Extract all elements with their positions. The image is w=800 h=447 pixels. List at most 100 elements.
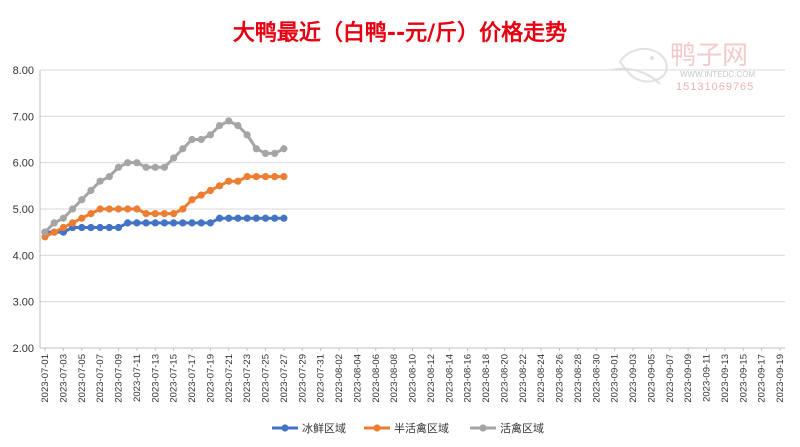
x-tick-label: 2023-07-11 — [132, 354, 143, 402]
data-point — [170, 154, 178, 162]
data-point — [170, 219, 178, 227]
x-tick-label: 2023-07-07 — [95, 354, 106, 403]
data-point — [261, 172, 270, 181]
data-point — [114, 163, 123, 171]
y-tick-label: 5.00 — [13, 204, 34, 216]
x-tick-label: 2023-07-15 — [169, 354, 180, 403]
legend-label: 半活禽区域 — [394, 421, 449, 435]
data-point — [96, 223, 104, 232]
data-point — [114, 223, 123, 232]
data-point — [133, 205, 141, 213]
data-point — [252, 172, 260, 181]
legend: 冰鲜区域 半活禽区域 活禽区域 — [272, 421, 544, 435]
data-point — [87, 223, 95, 232]
x-tick-label: 2023-07-17 — [187, 354, 198, 403]
x-tick-label: 2023-07-01 — [40, 354, 51, 403]
x-axis-labels: 2023-07-01 2023-07-03 2023-07-05 2023-07-07… — [40, 348, 786, 403]
data-point — [243, 172, 251, 181]
data-point — [114, 205, 123, 213]
watermark-site: WWW.INTEDC.COM — [680, 70, 755, 79]
data-point — [78, 196, 86, 204]
data-point — [160, 210, 169, 218]
x-tick-label: 2023-08-02 — [334, 354, 345, 403]
data-point — [142, 210, 150, 218]
data-point — [271, 172, 279, 181]
data-point — [41, 228, 49, 236]
series-0 — [41, 214, 288, 236]
watermark-phone: 15131069765 — [676, 81, 754, 93]
gridlines — [39, 69, 785, 349]
data-point — [215, 214, 224, 222]
data-point — [133, 159, 141, 167]
data-point — [142, 219, 150, 227]
x-tick-label: 2023-08-24 — [536, 354, 547, 403]
data-point — [105, 223, 113, 232]
data-point — [197, 135, 205, 144]
data-point — [280, 214, 288, 222]
x-tick-label: 2023-07-03 — [58, 354, 69, 403]
data-point — [206, 186, 214, 195]
data-point — [188, 135, 196, 144]
data-point — [78, 214, 86, 222]
x-tick-label: 2023-09-11 — [702, 354, 713, 402]
data-point — [50, 228, 58, 236]
y-tick-label: 6.00 — [13, 158, 34, 170]
data-point — [105, 172, 113, 181]
x-tick-label: 2023-09-07 — [665, 354, 676, 403]
x-tick-label: 2023-07-27 — [279, 354, 290, 403]
watermark-brand: 鸭子网 — [670, 41, 748, 71]
data-point — [243, 131, 251, 139]
legend-label: 冰鲜区域 — [302, 421, 346, 435]
x-tick-label: 2023-08-26 — [555, 354, 566, 403]
x-tick-label: 2023-08-28 — [573, 354, 584, 403]
x-tick-label: 2023-08-06 — [371, 354, 382, 403]
x-tick-label: 2023-09-15 — [738, 354, 749, 403]
data-point — [234, 122, 242, 130]
data-point — [96, 177, 104, 185]
data-point — [206, 219, 214, 227]
data-point — [261, 149, 270, 157]
x-tick-label: 2023-09-03 — [628, 354, 639, 403]
data-point — [151, 163, 159, 171]
x-tick-label: 2023-07-19 — [205, 354, 216, 403]
data-point — [261, 214, 270, 222]
y-tick-label: 8.00 — [13, 65, 34, 77]
y-axis-labels: 2.00 3.00 4.00 5.00 6.00 7.00 8.00 — [13, 65, 34, 355]
data-point — [87, 210, 95, 218]
data-point — [280, 172, 288, 181]
legend-label: 活禽区域 — [500, 421, 544, 435]
x-tick-label: 2023-09-09 — [683, 354, 694, 403]
x-tick-label: 2023-08-22 — [518, 354, 529, 403]
data-point — [78, 223, 86, 232]
duck-logo-icon — [611, 47, 668, 85]
legend-item: 半活禽区域 — [364, 421, 449, 435]
legend-marker — [373, 424, 381, 432]
data-point — [124, 159, 132, 167]
data-point — [96, 205, 104, 213]
data-point — [234, 214, 242, 222]
data-point — [179, 145, 187, 153]
data-point — [243, 214, 251, 222]
data-point — [197, 191, 205, 199]
data-point — [271, 149, 279, 157]
data-point — [252, 214, 260, 222]
x-tick-label: 2023-07-31 — [316, 354, 327, 403]
x-tick-label: 2023-09-05 — [646, 354, 657, 403]
x-tick-label: 2023-07-23 — [242, 354, 253, 403]
x-tick-label: 2023-08-16 — [463, 354, 474, 403]
data-point — [215, 182, 224, 190]
data-point — [225, 214, 233, 222]
data-point — [160, 163, 169, 171]
x-tick-label: 2023-08-30 — [591, 354, 602, 403]
x-tick-label: 2023-07-05 — [77, 354, 88, 403]
x-tick-label: 2023-08-08 — [389, 354, 400, 403]
data-point — [50, 219, 58, 227]
legend-item: 冰鲜区域 — [272, 421, 346, 435]
legend-marker — [479, 424, 487, 432]
x-tick-label: 2023-08-20 — [499, 354, 510, 403]
data-point — [124, 219, 132, 227]
x-tick-label: 2023-08-12 — [426, 354, 437, 403]
data-point — [280, 145, 288, 153]
x-tick-label: 2023-07-29 — [297, 354, 308, 403]
